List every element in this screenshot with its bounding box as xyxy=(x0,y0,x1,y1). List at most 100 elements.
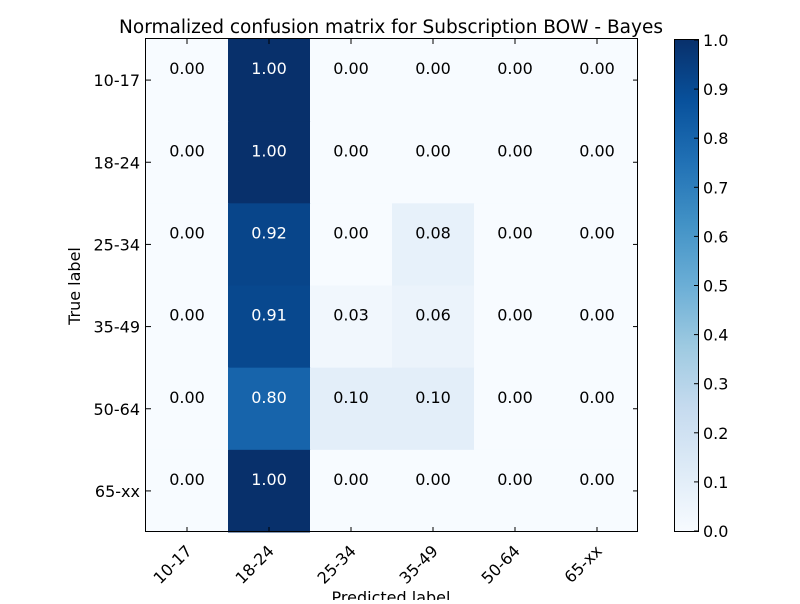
cell-value-label: 0.00 xyxy=(497,223,533,242)
heatmap-cell xyxy=(146,367,229,451)
heatmap-cell xyxy=(392,121,475,204)
y-tick-label: 50-64 xyxy=(94,400,141,419)
cell-value-label: 0.00 xyxy=(333,223,369,242)
x-tick-label: 10-17 xyxy=(150,541,196,587)
colorbar-tick-label: 0.2 xyxy=(703,424,728,443)
cell-value-label: 0.00 xyxy=(415,470,451,489)
heatmap-cell xyxy=(146,39,229,122)
heatmap-cell xyxy=(228,203,311,286)
colorbar-tick-label: 0.0 xyxy=(703,522,728,541)
heatmap-cell xyxy=(146,449,229,533)
heatmap-cell xyxy=(310,121,393,204)
colorbar-tick-label: 0.8 xyxy=(703,129,728,148)
heatmap-cell xyxy=(474,203,557,286)
cell-value-label: 0.00 xyxy=(169,388,205,407)
heatmap-cell xyxy=(228,121,311,204)
cell-value-label: 0.00 xyxy=(169,59,205,78)
heatmap-cell xyxy=(228,367,311,451)
heatmap-cell xyxy=(556,203,639,286)
heatmap-cell xyxy=(310,449,393,533)
colorbar-tick-label: 0.3 xyxy=(703,375,728,394)
cell-value-label: 0.00 xyxy=(415,59,451,78)
colorbar-tick-label: 0.7 xyxy=(703,178,728,197)
cell-value-label: 0.08 xyxy=(415,223,451,242)
y-tick-label: 65-xx xyxy=(95,482,140,501)
chart-title: Normalized confusion matrix for Subscrip… xyxy=(119,17,663,38)
heatmap-cell xyxy=(310,203,393,286)
colorbar-tick-label: 0.6 xyxy=(703,227,728,246)
cell-value-label: 0.00 xyxy=(579,223,615,242)
heatmap-cell xyxy=(474,367,557,451)
y-tick-label: 25-34 xyxy=(94,235,141,254)
heatmap-cell xyxy=(474,121,557,204)
heatmap-cell xyxy=(392,39,475,122)
colorbar-tick-label: 0.1 xyxy=(703,473,728,492)
cell-value-label: 0.91 xyxy=(251,306,287,325)
plot-frame xyxy=(145,38,638,532)
cell-value-label: 0.00 xyxy=(579,470,615,489)
cell-value-label: 0.00 xyxy=(497,388,533,407)
y-axis-ticks: 10-17 18-24 25-34 35-49 50-64 65-xx xyxy=(94,71,638,501)
x-tick-label: 65-xx xyxy=(561,541,606,586)
heatmap-cell xyxy=(310,39,393,122)
cell-value-label: 0.92 xyxy=(251,223,287,242)
cell-value-label: 0.00 xyxy=(579,59,615,78)
cell-value-label: 0.00 xyxy=(169,141,205,160)
cell-value-label: 0.10 xyxy=(333,388,369,407)
heatmap-cell xyxy=(556,367,639,451)
y-axis-label: True label xyxy=(65,247,84,326)
cell-value-label: 0.00 xyxy=(415,141,451,160)
cell-value-label: 0.00 xyxy=(497,306,533,325)
cell-value-label: 0.00 xyxy=(497,141,533,160)
colorbar-tick-label: 1.0 xyxy=(703,31,728,50)
heatmap-cell xyxy=(228,449,311,533)
colorbar-ticks: 0.0 0.1 0.2 0.3 0.4 0.5 0.6 0.7 0.8 0.9 1.0 xyxy=(694,31,728,541)
cell-value-label: 0.00 xyxy=(497,470,533,489)
cell-value-label: 0.03 xyxy=(333,306,369,325)
heatmap-value-labels: 0.00 1.00 0.00 0.00 0.00 0.00 0.00 1.00 0.00 0.00… xyxy=(169,59,615,489)
x-tick-label: 35-49 xyxy=(396,541,442,587)
cell-value-label: 1.00 xyxy=(251,59,287,78)
x-axis-label: Predicted label xyxy=(332,588,451,600)
cell-value-label: 0.00 xyxy=(169,306,205,325)
cell-value-label: 0.00 xyxy=(333,141,369,160)
cell-value-label: 1.00 xyxy=(251,141,287,160)
cell-value-label: 0.00 xyxy=(333,59,369,78)
cell-value-label: 0.80 xyxy=(251,388,287,407)
cell-value-label: 0.00 xyxy=(579,306,615,325)
y-tick-label: 10-17 xyxy=(94,71,141,90)
colorbar-tick-label: 0.4 xyxy=(703,326,728,345)
cell-value-label: 0.10 xyxy=(415,388,451,407)
heatmap-cell xyxy=(474,285,557,369)
heatmap-cell xyxy=(392,449,475,533)
cell-value-label: 1.00 xyxy=(251,470,287,489)
heatmap-cell xyxy=(556,121,639,204)
heatmap-cell xyxy=(146,203,229,286)
cell-value-label: 0.00 xyxy=(497,59,533,78)
heatmap-cell xyxy=(392,367,475,451)
heatmap-cell xyxy=(556,285,639,369)
heatmap-cell xyxy=(474,449,557,533)
heatmap-cell xyxy=(228,285,311,369)
heatmap-cell xyxy=(228,39,311,122)
heatmap-cells xyxy=(146,39,639,533)
heatmap-cell xyxy=(474,39,557,122)
x-tick-label: 18-24 xyxy=(232,541,278,587)
heatmap-cell xyxy=(310,285,393,369)
heatmap-cell xyxy=(556,449,639,533)
cell-value-label: 0.00 xyxy=(169,470,205,489)
heatmap-cell xyxy=(310,367,393,451)
y-tick-label: 35-49 xyxy=(94,318,141,337)
colorbar-tick-label: 0.9 xyxy=(703,80,728,99)
cell-value-label: 0.00 xyxy=(333,470,369,489)
heatmap-cell xyxy=(392,203,475,286)
x-tick-label: 50-64 xyxy=(478,541,524,587)
cell-value-label: 0.00 xyxy=(169,223,205,242)
heatmap-cell xyxy=(392,285,475,369)
cell-value-label: 0.06 xyxy=(415,306,451,325)
heatmap-cell xyxy=(146,121,229,204)
x-tick-label: 25-34 xyxy=(314,541,360,587)
cell-value-label: 0.00 xyxy=(579,141,615,160)
